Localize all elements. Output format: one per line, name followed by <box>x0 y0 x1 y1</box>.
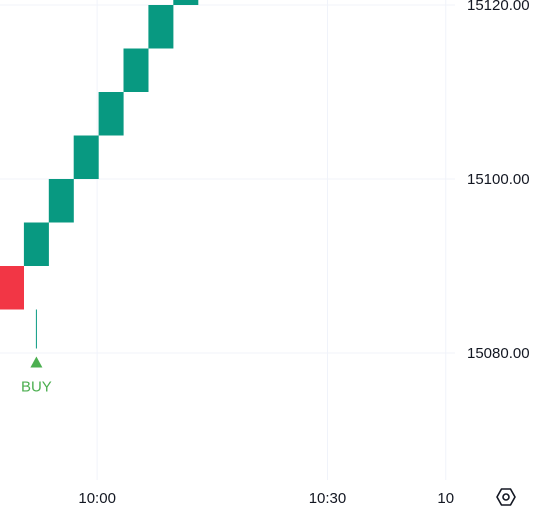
renko-brick-down[interactable] <box>0 266 24 310</box>
renko-brick-up[interactable] <box>173 0 199 5</box>
buy-signal-label: BUY <box>21 379 52 396</box>
renko-brick-up[interactable] <box>98 92 124 136</box>
y-tick-label: 15120.00 <box>467 0 530 14</box>
y-tick-label: 15060.00 <box>467 519 530 521</box>
y-tick-label: 15080.00 <box>467 345 530 362</box>
gear-icon[interactable] <box>496 488 516 506</box>
renko-brick-up[interactable] <box>148 5 174 49</box>
renko-brick-up[interactable] <box>48 179 74 223</box>
renko-brick-up[interactable] <box>23 222 49 267</box>
x-tick-label: 10:00 <box>78 490 116 507</box>
renko-brick-up[interactable] <box>123 48 149 93</box>
y-tick-label: 15100.00 <box>467 171 530 188</box>
renko-brick-up[interactable] <box>73 135 99 180</box>
x-tick-label: 10 <box>437 490 454 507</box>
buy-arrow-icon <box>30 356 43 368</box>
x-tick-label: 10:30 <box>309 490 347 507</box>
